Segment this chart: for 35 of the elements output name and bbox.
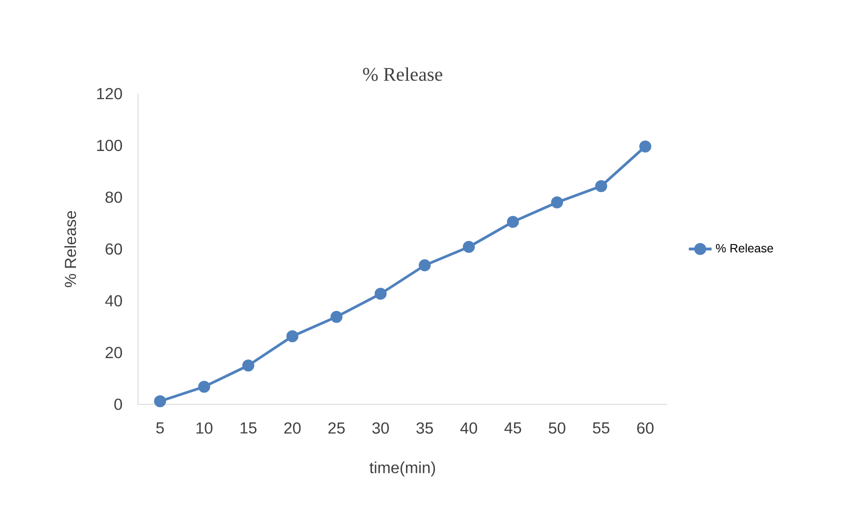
y-tick-label: 120	[97, 88, 122, 100]
point	[242, 360, 254, 372]
point	[286, 330, 298, 342]
x-tick-label: 45	[504, 422, 522, 434]
point	[551, 196, 564, 208]
y-tick-label: 20	[106, 346, 122, 358]
point	[595, 180, 608, 192]
x-tick-label: 5	[156, 422, 164, 434]
x-tick-label: 25	[328, 422, 345, 434]
x-tick-label: 35	[416, 422, 433, 434]
x-tick-label: 60	[637, 422, 654, 434]
legend-label: % Release	[716, 244, 774, 252]
y-tick-label: 0	[114, 398, 122, 410]
y-tick-label: 60	[106, 243, 122, 255]
x-tick-label: 55	[592, 422, 610, 434]
y-tick-label: 100	[97, 140, 122, 152]
chart-title: % Release	[363, 67, 442, 81]
point	[198, 380, 210, 393]
point	[330, 310, 342, 323]
x-tick-label: 30	[372, 422, 389, 434]
x-tick-label: 20	[284, 422, 301, 434]
y-tick-label: 80	[106, 192, 122, 203]
x-tick-label: 15	[240, 422, 256, 434]
point	[154, 395, 166, 408]
point	[462, 240, 475, 253]
y-tick-label: 40	[105, 295, 122, 306]
x-tick-label: 40	[460, 422, 478, 434]
x-tick-label: 10	[196, 422, 212, 434]
y-axis-title: % Release	[64, 211, 76, 288]
point	[639, 140, 652, 152]
x-axis-title: time(min)	[370, 462, 435, 476]
point	[374, 288, 387, 300]
x-tick-label: 50	[548, 422, 566, 434]
point	[506, 216, 519, 228]
point	[418, 259, 431, 272]
